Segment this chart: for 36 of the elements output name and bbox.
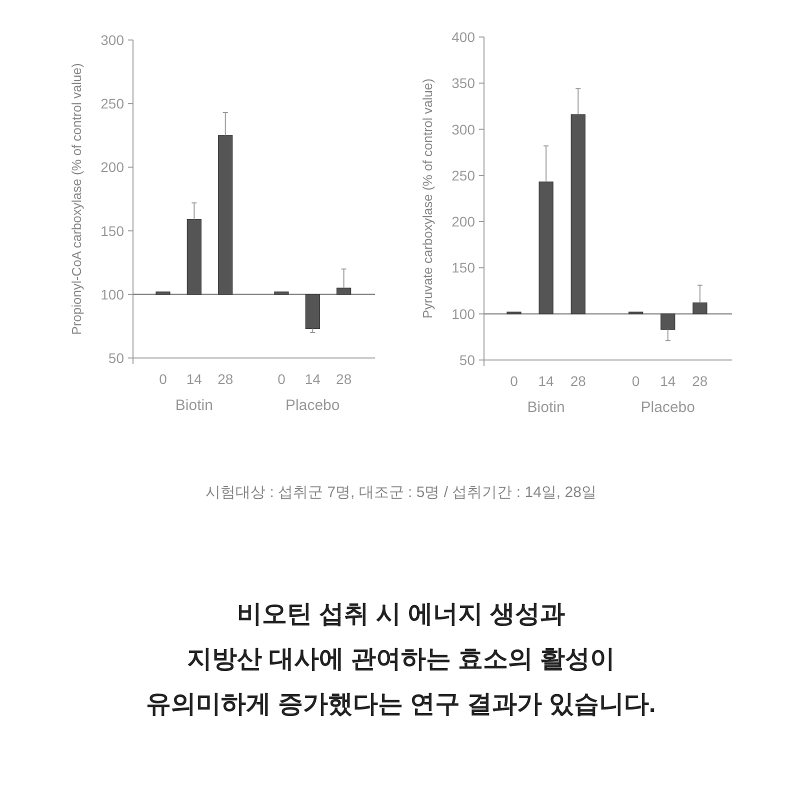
x-tick-label: 0 [510,373,518,389]
x-tick-label: 0 [278,371,286,387]
y-tick-label: 250 [100,96,124,112]
text: 시험대상 : 섭취군 7명, 대조군 : 5명 / 섭취기간 : 14일, 28일 [206,484,596,501]
x-tick-label: 28 [218,371,234,387]
y-tick-label: 250 [452,167,476,184]
x-tick-label: 28 [570,373,586,389]
y-tick-label: 50 [108,350,124,366]
text: 비오틴 섭취 시 에너지 생성과 [237,600,565,628]
x-tick-label: 14 [186,371,202,387]
text: Placebo [286,397,340,414]
x-tick-label: 14 [538,373,554,389]
y-tick-label: 50 [459,352,476,368]
y-tick-label: 400 [452,29,476,45]
y-tick-label: 100 [452,306,476,322]
y-tick-label: 100 [100,286,124,302]
text: Biotin [527,399,565,416]
x-tick-label: 0 [632,373,640,389]
y-axis-title: Propionyl-CoA carboxylase (% of control value) [69,63,84,335]
text: 유의미하게 증가했다는 연구 결과가 있습니다. [146,690,656,718]
y-tick-label: 300 [452,121,476,138]
y-tick-label: 150 [452,260,476,276]
x-tick-label: 14 [304,371,321,387]
y-tick-label: 200 [452,214,476,230]
y-tick-label: 150 [100,222,124,239]
x-tick-label: 28 [336,371,352,387]
text: Biotin [175,397,213,414]
y-tick-label: 200 [100,159,124,176]
x-tick-label: 28 [692,373,708,389]
text: Placebo [640,399,695,416]
y-tick-label: 300 [100,32,124,48]
y-axis-title: Pyruvate carboxylase (% of control value) [420,78,435,318]
x-tick-label: 0 [159,371,168,387]
x-tick-label: 14 [660,373,676,389]
y-tick-label: 350 [452,75,476,92]
text: 지방산 대사에 관여하는 효소의 활성이 [187,645,615,673]
